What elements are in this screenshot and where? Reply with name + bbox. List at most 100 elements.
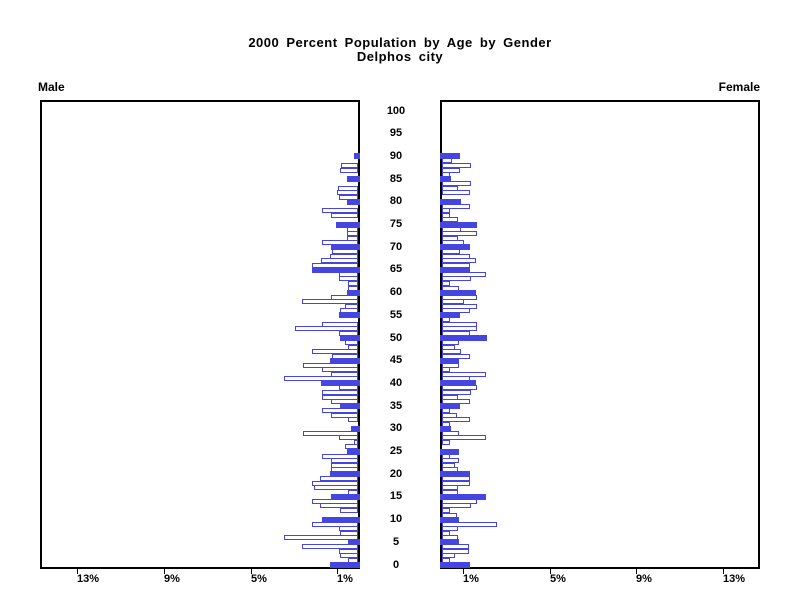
- age-tick-label-75: 75: [389, 218, 403, 230]
- male-bar-age-61: [348, 286, 358, 291]
- female-bar-age-61: [442, 286, 459, 291]
- male-bar-age-78: [322, 208, 358, 213]
- female-bar-age-12: [442, 508, 450, 513]
- age-tick-label-70: 70: [389, 241, 403, 253]
- male-plot-area: [40, 100, 360, 569]
- male-bar-age-30: [351, 426, 360, 432]
- male-bar-age-33: [331, 413, 358, 418]
- female-bar-age-68: [442, 254, 470, 259]
- age-tick-label-90: 90: [389, 150, 403, 162]
- female-plot-area: [440, 100, 760, 569]
- male-bar-age-41: [284, 376, 358, 381]
- male-bar-age-88: [341, 163, 358, 168]
- chart-title: 2000 Percent Population by Age by Gender…: [0, 36, 800, 64]
- female-bar-age-6: [442, 535, 458, 540]
- male-bar-age-75: [336, 222, 360, 228]
- male-bar-age-72: [347, 236, 358, 241]
- female-pct-tick-9: [636, 569, 637, 574]
- male-bar-age-37: [322, 395, 358, 400]
- male-bar-age-12: [340, 508, 358, 513]
- age-tick-label-80: 80: [389, 195, 403, 207]
- female-bar-age-11: [442, 513, 457, 518]
- female-bar-age-88: [442, 163, 471, 168]
- age-tick-label-15: 15: [389, 490, 403, 502]
- male-bar-age-87: [340, 168, 358, 173]
- male-bar-age-48: [348, 345, 358, 350]
- age-tick-label-20: 20: [389, 468, 403, 480]
- male-bar-age-27: [354, 440, 358, 445]
- male-bar-age-53: [322, 322, 358, 327]
- male-pct-tick-5: [251, 569, 252, 574]
- male-bar-age-16: [348, 490, 358, 495]
- age-tick-label-65: 65: [389, 263, 403, 275]
- male-bar-age-0: [330, 562, 360, 568]
- female-bar-age-38: [442, 390, 471, 395]
- male-bar-age-15: [331, 494, 360, 500]
- male-bar-age-66: [312, 263, 358, 268]
- female-bar-age-76: [442, 217, 458, 222]
- male-pct-tick-13: [77, 569, 78, 574]
- male-bar-age-10: [322, 517, 360, 523]
- female-bar-age-0: [440, 562, 470, 568]
- male-pct-tick-1: [337, 569, 338, 574]
- male-bar-age-57: [345, 304, 358, 309]
- male-bar-age-1: [348, 558, 358, 563]
- female-bar-age-77: [442, 213, 450, 218]
- male-bar-age-26: [345, 444, 358, 449]
- male-bar-age-81: [339, 195, 358, 200]
- age-tick-label-0: 0: [392, 559, 400, 571]
- female-bar-age-31: [442, 422, 450, 427]
- female-pct-tick-5: [550, 569, 551, 574]
- female-bar-age-48: [442, 345, 455, 350]
- age-tick-label-85: 85: [389, 173, 403, 185]
- age-tick-label-40: 40: [389, 377, 403, 389]
- female-bar-age-66: [442, 263, 470, 268]
- age-tick-label-95: 95: [389, 127, 403, 139]
- female-bar-age-28: [442, 435, 486, 440]
- male-bar-age-38: [322, 390, 358, 395]
- male-bar-age-25: [347, 449, 360, 455]
- age-tick-label-55: 55: [389, 309, 403, 321]
- age-tick-label-10: 10: [389, 513, 403, 525]
- female-bar-age-87: [442, 168, 460, 173]
- male-bar-age-71: [322, 240, 358, 245]
- male-pct-tick-label-5: 5%: [251, 573, 267, 585]
- female-bar-age-53: [442, 322, 477, 327]
- male-bar-age-22: [331, 463, 358, 468]
- female-bar-age-25: [440, 449, 459, 455]
- male-bar-age-7: [340, 531, 358, 536]
- male-bar-age-85: [347, 176, 360, 182]
- age-tick-label-60: 60: [389, 286, 403, 298]
- male-bar-age-46: [332, 354, 358, 359]
- female-bar-age-18: [442, 481, 470, 486]
- age-tick-label-50: 50: [389, 332, 403, 344]
- male-bar-age-29: [303, 431, 358, 436]
- age-tick-label-35: 35: [389, 400, 403, 412]
- female-bar-age-80: [440, 199, 461, 205]
- male-bar-age-6: [284, 535, 358, 540]
- female-bar-age-72: [442, 236, 458, 241]
- age-tick-label-25: 25: [389, 445, 403, 457]
- age-tick-label-5: 5: [392, 536, 400, 548]
- female-bar-age-15: [440, 494, 486, 500]
- female-pct-tick-13: [723, 569, 724, 574]
- male-pct-tick-label-13: 13%: [77, 573, 100, 585]
- female-bar-age-57: [442, 304, 477, 309]
- male-bar-age-47: [312, 349, 358, 354]
- female-axis-label: Female: [718, 80, 760, 94]
- male-bar-age-59: [331, 295, 358, 300]
- male-bar-age-18: [312, 481, 358, 486]
- female-bar-age-51: [442, 331, 470, 336]
- male-bar-age-42: [331, 372, 358, 377]
- male-bar-age-51: [339, 331, 358, 336]
- female-pct-tick-label-13: 13%: [723, 573, 746, 585]
- female-bar-age-9: [442, 522, 497, 527]
- female-bar-age-3: [442, 549, 469, 554]
- female-bar-age-23: [442, 458, 459, 463]
- female-pct-tick-label-5: 5%: [550, 573, 566, 585]
- female-bar-age-16: [442, 490, 458, 495]
- chart-title-line1: 2000 Percent Population by Age by Gender: [248, 35, 552, 50]
- female-bar-age-42: [442, 372, 486, 377]
- female-bar-age-27: [442, 440, 450, 445]
- chart-title-line2: Delphos city: [356, 49, 444, 64]
